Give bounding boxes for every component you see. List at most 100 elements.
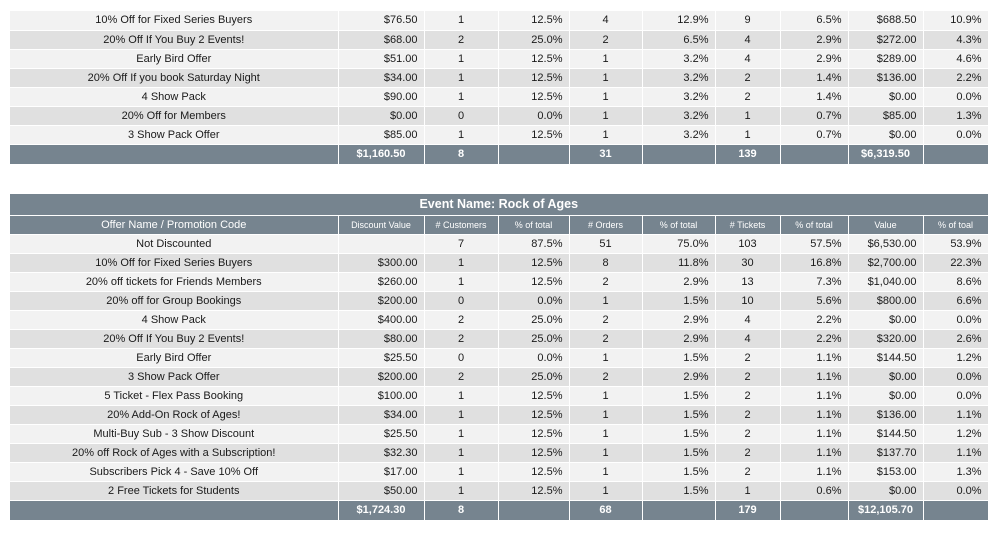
table-row: Multi-Buy Sub - 3 Show Discount $25.50 1 12…: [10, 424, 989, 444]
cell-value: $6,530.00: [848, 234, 924, 254]
cell-orders: 1: [569, 291, 643, 311]
cell-offer-name: Early Bird Offer: [10, 348, 339, 368]
cell-value-pct: 4.6%: [923, 49, 989, 69]
cell-tickets: 2: [715, 443, 781, 463]
header-tickets-pct: % of total: [780, 215, 849, 235]
cell-offer-name: Multi-Buy Sub - 3 Show Discount: [10, 424, 339, 444]
cell-orders-pct: 1.5%: [642, 424, 716, 444]
total-value-pct: [923, 500, 989, 521]
cell-offer-name: 10% Off for Fixed Series Buyers: [10, 253, 339, 273]
cell-orders-pct: 3.2%: [642, 87, 716, 107]
cell-value-pct: 4.3%: [923, 30, 989, 50]
cell-value-pct: 1.2%: [923, 424, 989, 444]
cell-orders-pct: 1.5%: [642, 291, 716, 311]
cell-customers: 1: [424, 11, 499, 31]
cell-tickets: 4: [715, 310, 781, 330]
table-row: Early Bird Offer $25.50 0 0.0% 1 1.5% 2 1.1% $14…: [10, 348, 989, 368]
cell-value-pct: 1.2%: [923, 348, 989, 368]
cell-discount-value: $300.00: [338, 253, 425, 273]
total-offer-name: [10, 500, 339, 521]
cell-customers: 1: [424, 87, 499, 107]
cell-customers: 1: [424, 462, 499, 482]
table-row: 20% Off If You Buy 2 Events! $68.00 2 25.0%…: [10, 30, 989, 50]
cell-value-pct: 0.0%: [923, 481, 989, 501]
cell-offer-name: 3 Show Pack Offer: [10, 125, 339, 145]
cell-customers-pct: 12.5%: [498, 11, 570, 31]
cell-tickets-pct: 1.1%: [780, 386, 849, 406]
cell-tickets-pct: 16.8%: [780, 253, 849, 273]
cell-tickets: 2: [715, 424, 781, 444]
cell-orders: 2: [569, 367, 643, 387]
cell-tickets-pct: 1.4%: [780, 68, 849, 88]
cell-customers-pct: 12.5%: [498, 386, 570, 406]
cell-customers-pct: 0.0%: [498, 291, 570, 311]
cell-tickets-pct: 1.1%: [780, 462, 849, 482]
table-row: 20% Off for Members $0.00 0 0.0% 1 3.2% 1 0.7% $…: [10, 106, 989, 126]
cell-tickets: 10: [715, 291, 781, 311]
cell-tickets: 2: [715, 87, 781, 107]
table-row: 4 Show Pack $400.00 2 25.0% 2 2.9% 4 2.2% $0.00 0…: [10, 310, 989, 330]
cell-discount-value: $76.50: [338, 11, 425, 31]
total-tickets-pct: [780, 144, 849, 165]
cell-tickets: 1: [715, 106, 781, 126]
cell-value-pct: 6.6%: [923, 291, 989, 311]
header-orders-pct: % of total: [642, 215, 716, 235]
cell-tickets: 13: [715, 272, 781, 292]
cell-value: $85.00: [848, 106, 924, 126]
cell-offer-name: 10% Off for Fixed Series Buyers: [10, 11, 339, 31]
cell-offer-name: 20% Off for Members: [10, 106, 339, 126]
cell-value-pct: 1.3%: [923, 106, 989, 126]
cell-value: $136.00: [848, 405, 924, 425]
total-offer-name: [10, 144, 339, 165]
cell-discount-value: $260.00: [338, 272, 425, 292]
cell-discount-value: $25.50: [338, 424, 425, 444]
cell-discount-value: $68.00: [338, 30, 425, 50]
cell-customers-pct: 12.5%: [498, 272, 570, 292]
table-row: 20% off for Group Bookings $200.00 0 0.0% 1 1…: [10, 291, 989, 311]
cell-value-pct: 2.6%: [923, 329, 989, 349]
cell-orders-pct: 1.5%: [642, 443, 716, 463]
cell-offer-name: Early Bird Offer: [10, 49, 339, 69]
cell-orders: 51: [569, 234, 643, 254]
total-customers-pct: [498, 500, 570, 521]
cell-discount-value: $0.00: [338, 106, 425, 126]
cell-offer-name: 2 Free Tickets for Students: [10, 481, 339, 501]
cell-value: $272.00: [848, 30, 924, 50]
cell-customers: 0: [424, 348, 499, 368]
cell-tickets-pct: 0.7%: [780, 125, 849, 145]
cell-customers-pct: 12.5%: [498, 443, 570, 463]
cell-value: $0.00: [848, 87, 924, 107]
cell-orders: 8: [569, 253, 643, 273]
table-row: Subscribers Pick 4 - Save 10% Off $17.00 1…: [10, 462, 989, 482]
cell-discount-value: $200.00: [338, 367, 425, 387]
cell-customers: 1: [424, 49, 499, 69]
total-value-pct: [923, 144, 989, 165]
table-row: 20% off Rock of Ages with a Subscription…: [10, 443, 989, 463]
cell-discount-value: $50.00: [338, 481, 425, 501]
cell-orders-pct: 1.5%: [642, 386, 716, 406]
cell-offer-name: 20% Add-On Rock of Ages!: [10, 405, 339, 425]
cell-customers-pct: 12.5%: [498, 481, 570, 501]
table-row: 3 Show Pack Offer $85.00 1 12.5% 1 3.2% 1 0.7% $…: [10, 125, 989, 145]
cell-value-pct: 1.1%: [923, 443, 989, 463]
table-body: 10% Off for Fixed Series Buyers $76.50 1 12…: [10, 11, 989, 165]
cell-orders: 1: [569, 348, 643, 368]
total-value: $12,105.70: [848, 500, 924, 521]
cell-discount-value: $34.00: [338, 405, 425, 425]
cell-tickets-pct: 2.2%: [780, 310, 849, 330]
table-row: 20% off tickets for Friends Members $260.…: [10, 272, 989, 292]
cell-customers: 1: [424, 68, 499, 88]
cell-orders: 2: [569, 272, 643, 292]
cell-orders-pct: 75.0%: [642, 234, 716, 254]
cell-orders-pct: 2.9%: [642, 329, 716, 349]
cell-customers-pct: 25.0%: [498, 329, 570, 349]
cell-tickets-pct: 1.1%: [780, 443, 849, 463]
cell-value-pct: 0.0%: [923, 125, 989, 145]
cell-customers-pct: 25.0%: [498, 310, 570, 330]
cell-value-pct: 8.6%: [923, 272, 989, 292]
cell-orders: 1: [569, 49, 643, 69]
cell-tickets-pct: 2.9%: [780, 49, 849, 69]
cell-tickets: 9: [715, 11, 781, 31]
cell-customers-pct: 25.0%: [498, 30, 570, 50]
cell-offer-name: 20% off for Group Bookings: [10, 291, 339, 311]
